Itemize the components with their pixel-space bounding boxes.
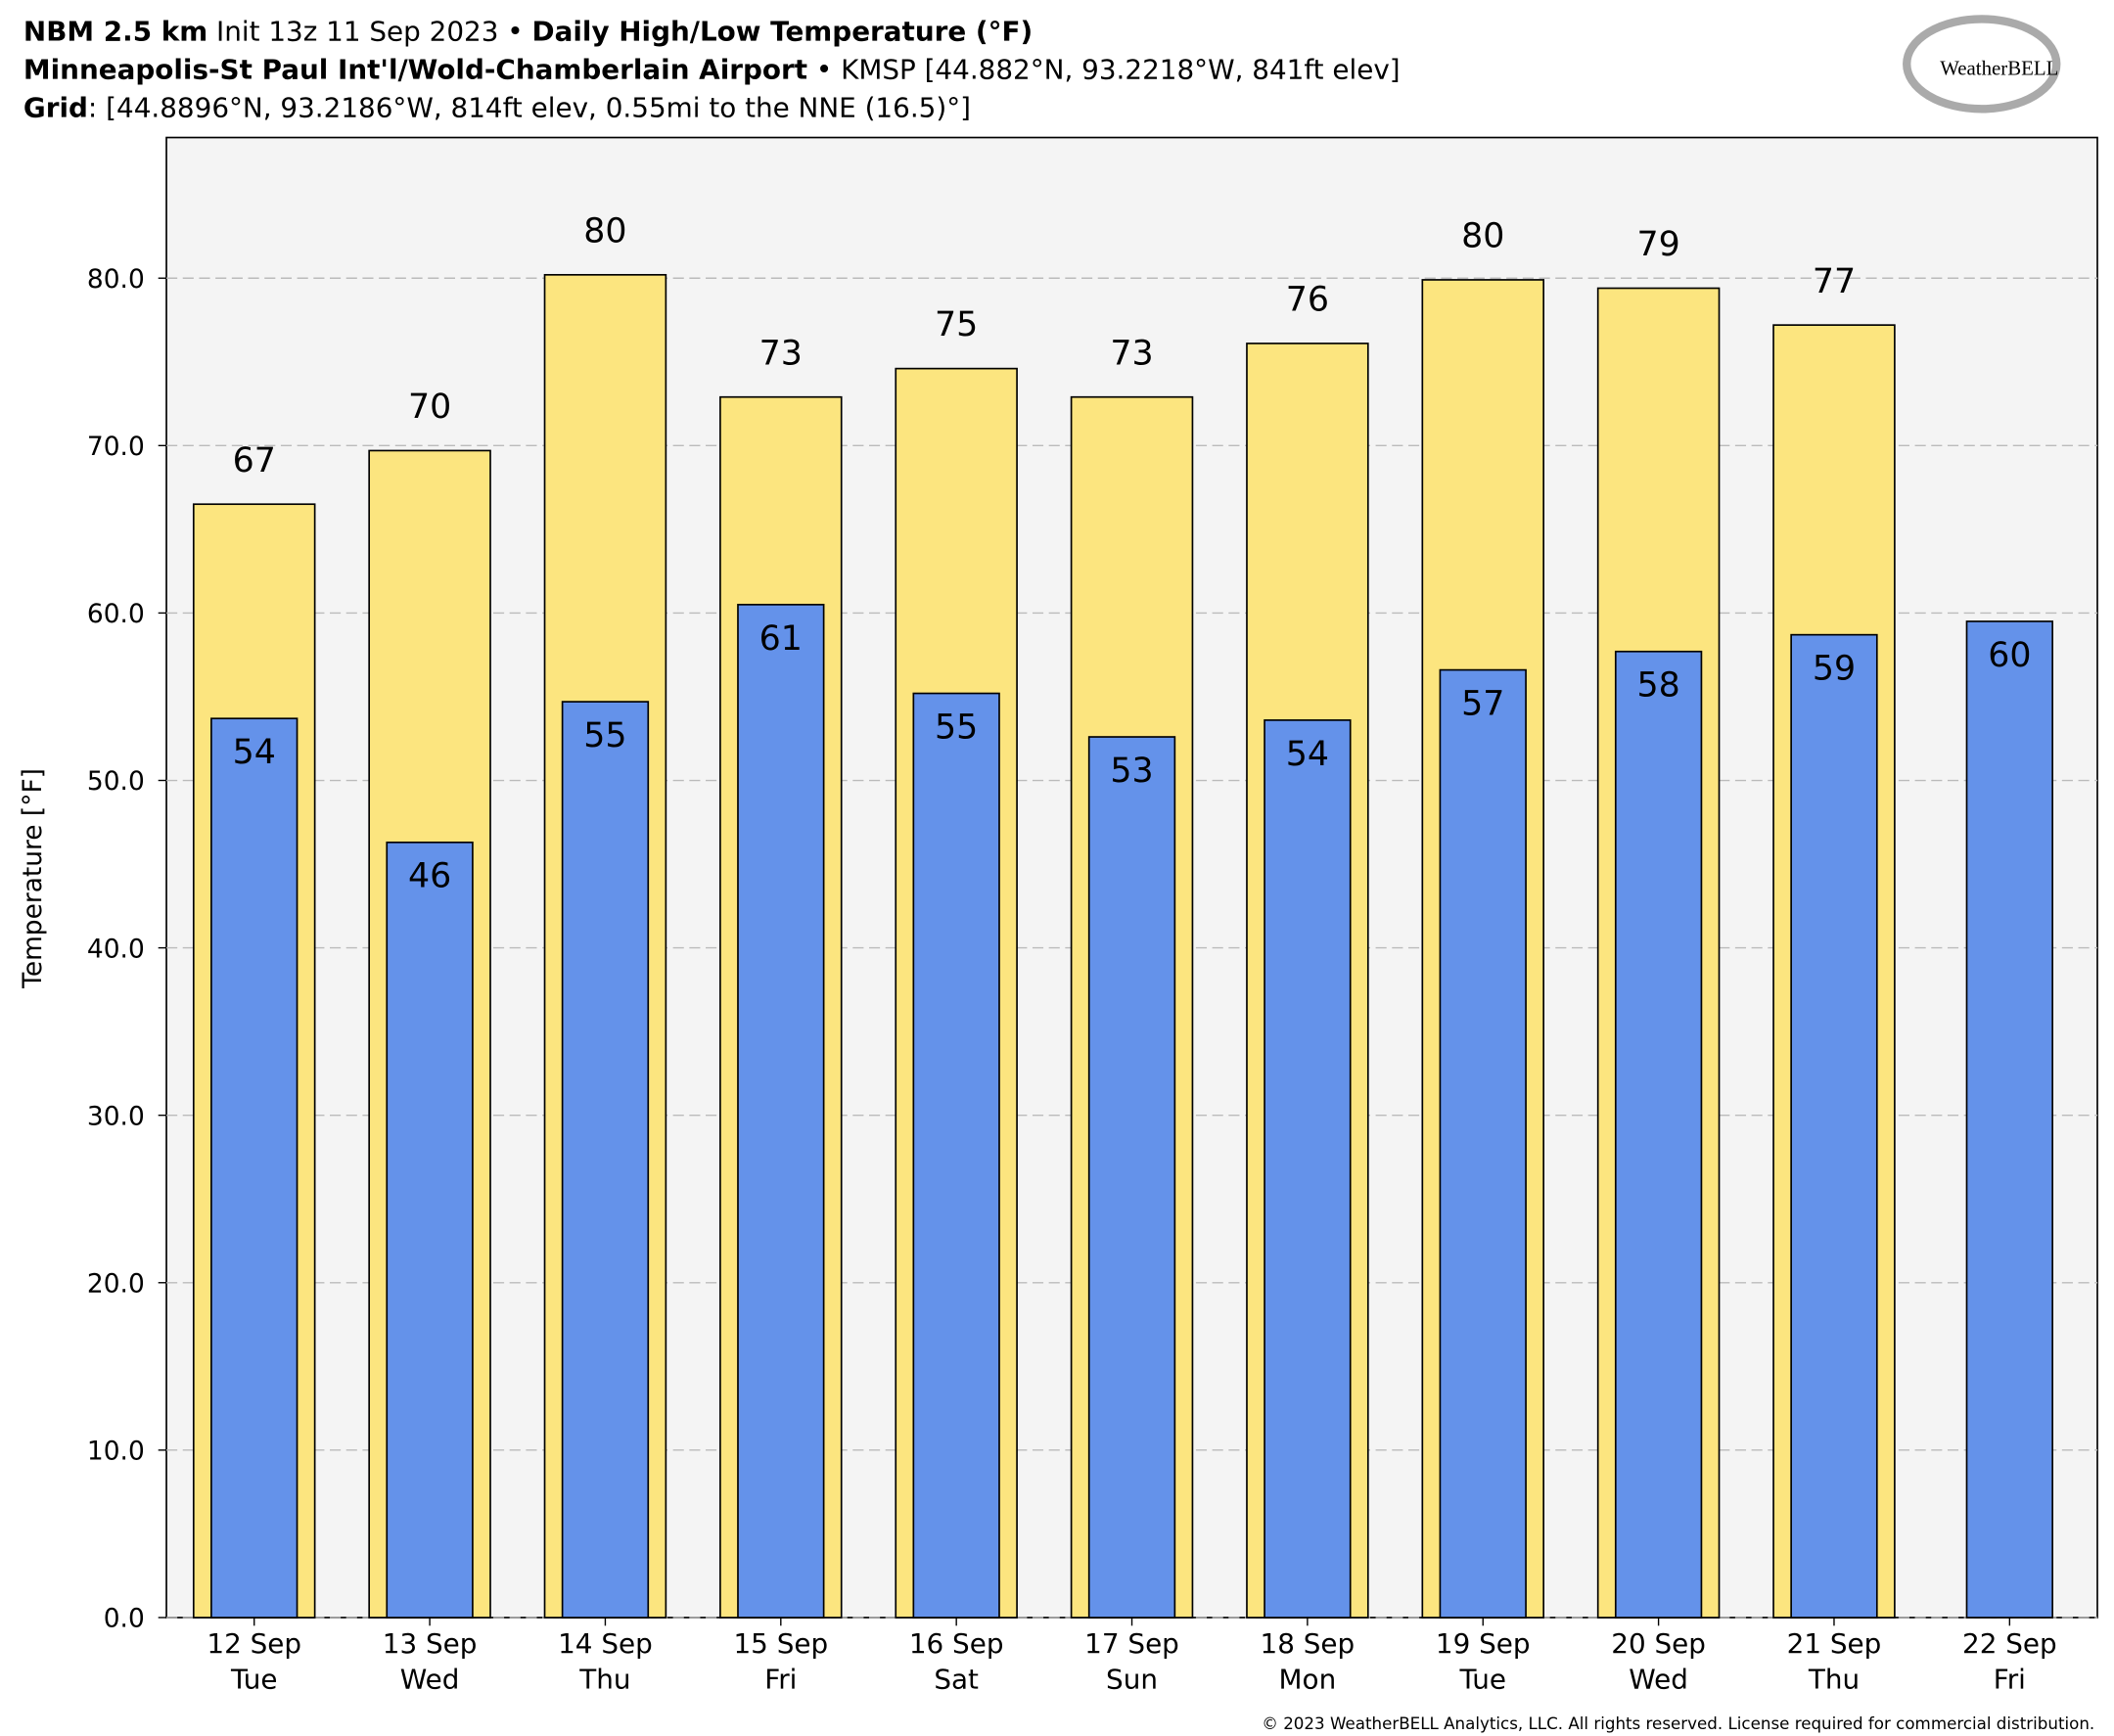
y-tick-label: 30.0	[87, 1101, 145, 1131]
low-bar	[1264, 719, 1352, 1619]
copyright: © 2023 WeatherBELL Analytics, LLC. All r…	[1262, 1714, 2094, 1733]
value-label: 46	[408, 857, 451, 896]
value-label: 77	[1813, 262, 1856, 301]
value-label: 80	[583, 211, 626, 251]
x-tick-sublabel: Fri	[1994, 1663, 2026, 1695]
low-bar	[1439, 668, 1527, 1619]
value-label: 76	[1286, 281, 1329, 320]
header-segment: : [44.8896°N, 93.2186°W, 814ft elev, 0.5…	[88, 92, 971, 124]
header-segment: Minneapolis-St Paul Int'l/Wold-Chamberla…	[23, 54, 807, 86]
x-tick-label: 18 Sep	[1261, 1627, 1356, 1660]
x-tick-label: 20 Sep	[1611, 1627, 1706, 1660]
low-bar	[1614, 650, 1703, 1619]
x-tick-label: 17 Sep	[1084, 1627, 1179, 1660]
low-bar	[737, 604, 825, 1619]
header-line: NBM 2.5 km Init 13z 11 Sep 2023 • Daily …	[23, 16, 1033, 48]
x-tick-sublabel: Thu	[578, 1663, 630, 1695]
value-label: 54	[233, 733, 276, 772]
header-segment: NBM 2.5 km	[23, 16, 207, 48]
value-label: 60	[1988, 636, 2031, 675]
x-tick-label: 16 Sep	[909, 1627, 1004, 1660]
y-tick-label: 70.0	[87, 432, 145, 462]
logo-text: WeatherBELL	[1940, 57, 2058, 80]
x-tick-sublabel: Wed	[1629, 1663, 1688, 1695]
value-label: 70	[408, 388, 451, 427]
header-segment: Grid	[23, 92, 88, 124]
x-tick-label: 14 Sep	[558, 1627, 653, 1660]
value-label: 75	[935, 305, 978, 344]
header-line: Grid: [44.8896°N, 93.2186°W, 814ft elev,…	[23, 92, 971, 124]
x-tick-label: 22 Sep	[1962, 1627, 2057, 1660]
value-label: 55	[583, 716, 626, 755]
y-tick-label: 60.0	[87, 599, 145, 629]
header-line: Minneapolis-St Paul Int'l/Wold-Chamberla…	[23, 54, 1401, 86]
low-bar	[561, 701, 650, 1619]
header-segment: Init 13z 11 Sep 2023 •	[207, 16, 531, 48]
y-tick-label: 0.0	[104, 1604, 145, 1634]
logo: WeatherBELL	[1903, 15, 2061, 114]
x-tick-label: 15 Sep	[733, 1627, 828, 1660]
x-tick-sublabel: Tue	[1458, 1663, 1506, 1695]
low-bar	[210, 717, 299, 1619]
value-label: 61	[759, 619, 803, 659]
value-label: 79	[1636, 225, 1679, 264]
low-bar	[912, 692, 1000, 1619]
low-bar	[386, 841, 474, 1619]
low-bar	[1965, 620, 2053, 1619]
x-tick-label: 21 Sep	[1787, 1627, 1882, 1660]
x-tick-sublabel: Wed	[400, 1663, 460, 1695]
x-tick-sublabel: Sat	[934, 1663, 979, 1695]
x-tick-label: 13 Sep	[383, 1627, 478, 1660]
header-segment: • KMSP [44.882°N, 93.2218°W, 841ft elev]	[807, 54, 1401, 86]
x-tick-label: 12 Sep	[207, 1627, 301, 1660]
x-tick-sublabel: Fri	[764, 1663, 797, 1695]
value-label: 73	[1110, 334, 1153, 373]
value-label: 53	[1110, 752, 1153, 791]
y-tick-label: 10.0	[87, 1437, 145, 1467]
x-tick-sublabel: Mon	[1279, 1663, 1337, 1695]
value-label: 54	[1286, 735, 1329, 774]
value-label: 80	[1461, 217, 1504, 256]
x-tick-sublabel: Thu	[1808, 1663, 1860, 1695]
value-label: 73	[759, 334, 803, 373]
y-tick-label: 50.0	[87, 766, 145, 797]
y-axis-label: Temperature [°F]	[18, 768, 48, 989]
y-tick-label: 40.0	[87, 934, 145, 964]
logo-swirl	[1903, 15, 2061, 114]
value-label: 67	[233, 441, 276, 480]
value-label: 57	[1461, 685, 1504, 724]
y-tick-label: 80.0	[87, 264, 145, 295]
value-label: 58	[1636, 666, 1679, 706]
y-tick-label: 20.0	[87, 1269, 145, 1300]
x-tick-label: 19 Sep	[1436, 1627, 1531, 1660]
x-tick-sublabel: Sun	[1106, 1663, 1158, 1695]
low-bar	[1790, 633, 1878, 1619]
header-segment: Daily High/Low Temperature (°F)	[532, 16, 1034, 48]
value-label: 59	[1813, 650, 1856, 689]
low-bar	[1087, 736, 1176, 1619]
x-tick-sublabel: Tue	[230, 1663, 278, 1695]
value-label: 55	[935, 708, 978, 747]
